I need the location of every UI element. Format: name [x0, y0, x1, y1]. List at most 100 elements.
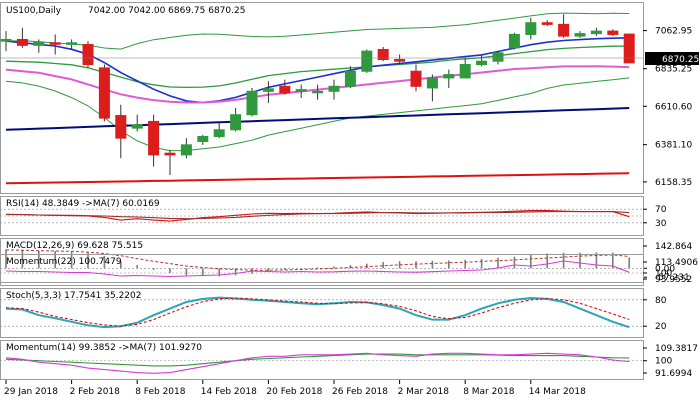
- candle: [410, 64, 422, 92]
- date-tick-label: 26 Feb 2018: [332, 387, 388, 397]
- candle-body: [459, 64, 471, 79]
- candle: [590, 27, 602, 37]
- date-tick-label: 2 Mar 2018: [398, 387, 450, 397]
- candle-body: [16, 38, 28, 46]
- candle-body: [492, 52, 504, 62]
- price-tick-label: 6158.35: [655, 178, 692, 188]
- candle: [295, 84, 307, 98]
- price-panel-frame: [0, 2, 644, 194]
- candle: [262, 81, 274, 104]
- candle-body: [197, 135, 209, 142]
- date-tick-label: 20 Feb 2018: [266, 387, 322, 397]
- panel-tick-label: 113.4906: [655, 258, 698, 268]
- series-line: [5, 352, 630, 374]
- panel-tick-label: 142.864: [655, 242, 692, 252]
- candle: [394, 54, 406, 65]
- panel-title: RSI(14) 48.3849 ->MA(7) 60.0169: [6, 199, 160, 209]
- candle-body: [295, 89, 307, 92]
- candle-body: [262, 88, 274, 92]
- candle-body: [525, 22, 537, 35]
- symbol-title: US100,Daily: [6, 6, 62, 16]
- candle: [426, 74, 438, 102]
- panel-tick-label: -57.231: [655, 273, 690, 283]
- panel-momentum14[interactable]: Momentum(14) 99.3852 ->MA(7) 101.9270 109…: [0, 340, 698, 380]
- candle: [164, 149, 176, 175]
- price-axis: 7062.95 6835.25 6610.60 6381.10 6158.35: [643, 27, 692, 188]
- date-tick-label: 29 Jan 2018: [4, 387, 58, 397]
- macd-signal-line: [5, 249, 630, 271]
- date-axis: 29 Jan 2018 2 Feb 2018 8 Feb 2018 14 Feb 20…: [4, 380, 586, 397]
- panel-tick-label: 100: [655, 357, 672, 367]
- price-panel[interactable]: US100,Daily 7042.00 7042.00 6869.75 6870…: [0, 2, 699, 194]
- candle: [33, 39, 45, 53]
- candle-body: [230, 114, 242, 131]
- line-bb-lower: [5, 77, 630, 152]
- candle-body: [148, 120, 160, 156]
- candle-body: [66, 42, 78, 45]
- price-tick-label: 6381.10: [655, 141, 692, 151]
- line-bb-upper: [5, 12, 630, 50]
- price-tick-label: 6610.60: [655, 102, 692, 112]
- candle: [443, 69, 455, 88]
- candle: [328, 79, 340, 100]
- candle-body: [98, 67, 110, 119]
- candle: [148, 114, 160, 167]
- candle: [312, 84, 324, 100]
- candle: [98, 64, 110, 122]
- candlesticks[interactable]: [0, 14, 635, 175]
- candle-body: [574, 33, 586, 37]
- panel-rsi[interactable]: RSI(14) 48.3849 ->MA(7) 60.0169 70 30: [0, 196, 667, 236]
- candle: [115, 104, 127, 159]
- last-price-label: 6870.25: [662, 55, 699, 65]
- panel-title: MACD(12,26,9) 69.628 75.515: [6, 241, 143, 251]
- panel-tick-label: 70: [655, 205, 667, 215]
- candle-body: [164, 152, 176, 156]
- candle-body: [476, 60, 488, 66]
- panel-tick-label: 80: [655, 296, 667, 306]
- candle: [377, 46, 389, 62]
- candle: [82, 41, 94, 68]
- candle: [197, 134, 209, 145]
- last-price-box: [645, 52, 699, 65]
- panel-tick-label: 100: [655, 269, 672, 279]
- candle: [623, 33, 635, 64]
- panel-frame: [0, 254, 644, 286]
- panel-tick-label: 91.6994: [655, 369, 692, 379]
- candle-body: [623, 33, 635, 64]
- ohlc-header: 7042.00 7042.00 6869.75 6870.25: [88, 6, 245, 16]
- candle-body: [115, 115, 127, 139]
- date-tick-label: 2 Feb 2018: [70, 387, 121, 397]
- candle-body: [361, 50, 373, 72]
- panel-stoch[interactable]: Stoch(5,3,3) 17.7541 35.2202 80 20: [0, 288, 667, 338]
- candle-body: [0, 38, 12, 42]
- line-ma-long: [5, 172, 630, 185]
- panel-frame: [0, 288, 644, 338]
- candle: [16, 27, 28, 48]
- indicator-panels[interactable]: RSI(14) 48.3849 ->MA(7) 60.0169 70 30 MACD(…: [0, 196, 698, 380]
- panel-tick-label: 0.00: [655, 264, 675, 274]
- series-line: [6, 211, 630, 220]
- candle: [558, 14, 570, 38]
- candle-body: [607, 30, 619, 35]
- series-line: [5, 260, 630, 278]
- candle-body: [33, 41, 45, 46]
- candle: [66, 39, 78, 50]
- candle-body: [377, 48, 389, 61]
- candle: [476, 54, 488, 67]
- series-line: [5, 353, 630, 367]
- panel-tick-label: 30: [655, 219, 667, 229]
- line-ma-slow: [5, 107, 630, 131]
- candle: [525, 17, 537, 40]
- price-tick-label: 6835.25: [655, 65, 692, 75]
- candle-body: [410, 70, 422, 87]
- candle: [508, 32, 520, 50]
- candle: [49, 34, 61, 55]
- panel-tick-label: 93.9552: [655, 275, 692, 285]
- candle-body: [590, 30, 602, 35]
- panel-title: Momentum(14) 99.3852 ->MA(7) 101.9270: [6, 343, 202, 353]
- date-tick-label: 8 Feb 2018: [135, 387, 186, 397]
- candle: [541, 20, 553, 27]
